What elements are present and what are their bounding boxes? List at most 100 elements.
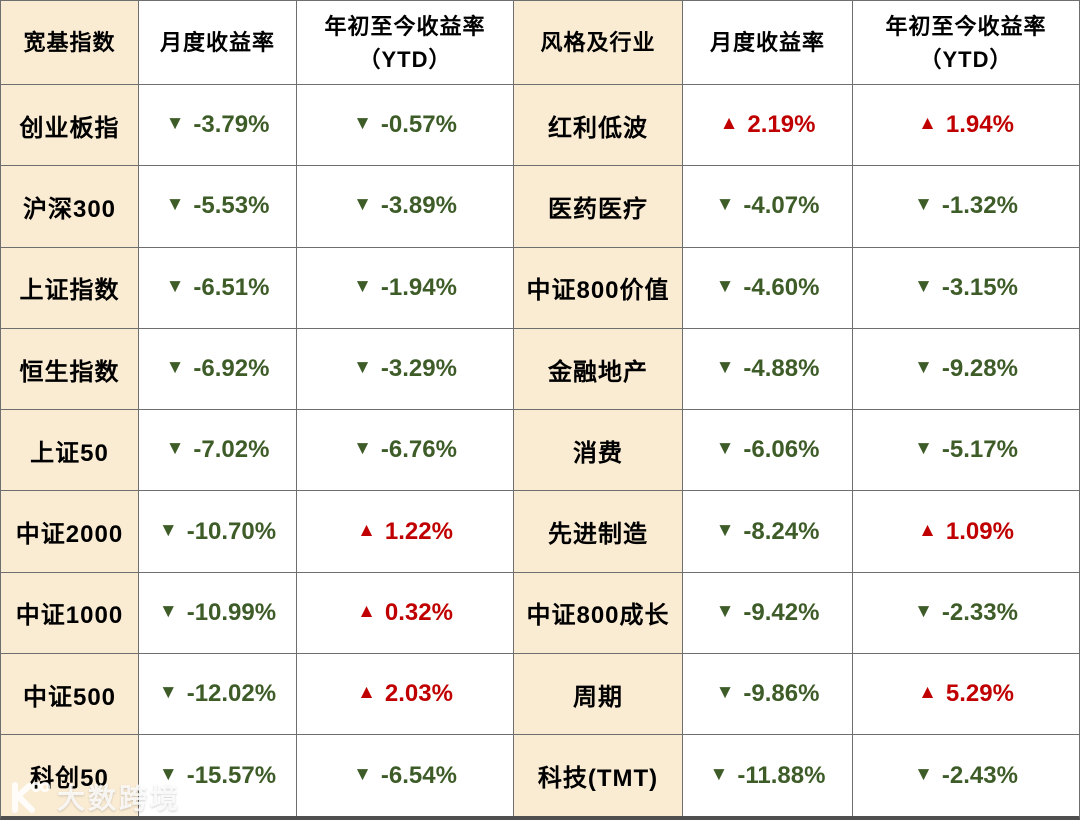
return-value: -9.42% xyxy=(743,598,820,626)
return-cell: ▼ -2.33% xyxy=(853,572,1079,654)
down-arrow-icon: ▼ xyxy=(715,519,735,541)
row-label: 科创50 xyxy=(1,735,138,816)
header-monthly-return-right: 月度收益率 xyxy=(683,1,852,84)
header-ytd-return-right: 年初至今收益率 （YTD） xyxy=(853,1,1079,84)
down-arrow-icon: ▼ xyxy=(715,682,735,704)
header-ytd-line2: （YTD） xyxy=(919,46,1013,72)
return-cell: ▲ 1.22% xyxy=(297,491,513,572)
return-cell: ▲ 2.03% xyxy=(297,654,513,735)
up-arrow-icon: ▲ xyxy=(918,113,937,135)
return-cell: ▼ -9.28% xyxy=(853,328,1079,410)
row-label: 沪深300 xyxy=(1,166,138,247)
down-arrow-icon: ▼ xyxy=(158,600,178,622)
return-cell: ▼ -1.32% xyxy=(853,166,1079,247)
return-value: -2.33% xyxy=(941,598,1018,626)
down-arrow-icon: ▼ xyxy=(715,275,735,297)
return-value: -5.17% xyxy=(941,436,1018,464)
return-cell: ▼ -3.29% xyxy=(297,328,513,410)
return-cell: ▼ -5.53% xyxy=(139,166,296,247)
return-cell: ▲ 1.09% xyxy=(853,491,1079,572)
row-label: 红利低波 xyxy=(514,85,682,166)
return-cell: ▲ 5.29% xyxy=(853,654,1079,735)
down-arrow-icon: ▼ xyxy=(914,194,933,216)
return-cell: ▼ -5.17% xyxy=(853,410,1079,491)
down-arrow-icon: ▼ xyxy=(165,275,185,297)
header-ytd-line1: 年初至今收益率 xyxy=(885,13,1047,39)
return-value: -3.79% xyxy=(193,111,270,139)
return-value: -10.99% xyxy=(186,598,277,626)
row-label: 创业板指 xyxy=(1,85,138,166)
return-cell: ▼ -3.15% xyxy=(853,247,1079,328)
header-style-industry-category: 风格及行业 xyxy=(514,1,682,84)
return-value: -0.57% xyxy=(380,111,457,139)
return-value: -4.60% xyxy=(743,273,820,301)
return-cell: ▼ -12.02% xyxy=(139,654,296,735)
return-cell: ▼ -15.57% xyxy=(139,735,296,816)
return-value: -6.54% xyxy=(380,761,457,789)
down-arrow-icon: ▼ xyxy=(353,113,372,135)
return-value: -1.32% xyxy=(941,192,1018,220)
down-arrow-icon: ▼ xyxy=(709,763,729,785)
return-value: -15.57% xyxy=(186,761,277,789)
down-arrow-icon: ▼ xyxy=(715,194,735,216)
return-value: 2.03% xyxy=(384,680,453,708)
return-value: -9.28% xyxy=(941,355,1018,383)
return-cell: ▼ -3.89% xyxy=(297,166,513,247)
return-value: 5.29% xyxy=(945,680,1014,708)
return-value: 0.32% xyxy=(384,598,453,626)
return-value: 1.22% xyxy=(384,517,453,545)
return-cell: ▼ -6.54% xyxy=(297,735,513,816)
return-value: -10.70% xyxy=(186,517,277,545)
down-arrow-icon: ▼ xyxy=(914,438,933,460)
return-cell: ▼ -6.06% xyxy=(683,410,852,491)
down-arrow-icon: ▼ xyxy=(914,600,933,622)
row-label: 中证500 xyxy=(1,654,138,735)
return-value: -8.24% xyxy=(743,517,820,545)
return-value: -5.53% xyxy=(193,192,270,220)
return-cell: ▼ -0.57% xyxy=(297,85,513,166)
up-arrow-icon: ▲ xyxy=(918,682,937,704)
up-arrow-icon: ▲ xyxy=(918,519,937,541)
row-label: 上证指数 xyxy=(1,247,138,328)
header-broad-index-category: 宽基指数 xyxy=(1,1,138,84)
return-cell: ▼ -8.24% xyxy=(683,491,852,572)
return-cell: ▼ -6.51% xyxy=(139,247,296,328)
return-cell: ▼ -9.42% xyxy=(683,572,852,654)
return-value: -9.86% xyxy=(743,680,820,708)
down-arrow-icon: ▼ xyxy=(158,682,178,704)
row-label: 金融地产 xyxy=(514,328,682,410)
return-value: 1.09% xyxy=(945,517,1014,545)
down-arrow-icon: ▼ xyxy=(165,113,185,135)
return-value: 2.19% xyxy=(747,111,816,139)
up-arrow-icon: ▲ xyxy=(719,113,739,135)
return-cell: ▼ -1.94% xyxy=(297,247,513,328)
row-label: 周期 xyxy=(514,654,682,735)
row-label: 恒生指数 xyxy=(1,328,138,410)
up-arrow-icon: ▲ xyxy=(357,600,376,622)
down-arrow-icon: ▼ xyxy=(353,275,372,297)
up-arrow-icon: ▲ xyxy=(357,682,376,704)
return-cell: ▼ -2.43% xyxy=(853,735,1079,816)
return-value: -3.89% xyxy=(380,192,457,220)
row-label: 消费 xyxy=(514,410,682,491)
return-value: -7.02% xyxy=(193,436,270,464)
header-ytd-return-left: 年初至今收益率 （YTD） xyxy=(297,1,513,84)
up-arrow-icon: ▲ xyxy=(357,519,376,541)
return-cell: ▼ -9.86% xyxy=(683,654,852,735)
return-value: -12.02% xyxy=(186,680,277,708)
return-value: -11.88% xyxy=(737,761,826,789)
return-value: -3.29% xyxy=(380,355,457,383)
return-cell: ▼ -11.88% xyxy=(683,735,852,816)
down-arrow-icon: ▼ xyxy=(353,763,372,785)
down-arrow-icon: ▼ xyxy=(165,357,185,379)
down-arrow-icon: ▼ xyxy=(914,275,933,297)
return-value: -6.92% xyxy=(193,355,270,383)
row-label: 中证1000 xyxy=(1,572,138,654)
down-arrow-icon: ▼ xyxy=(715,600,735,622)
return-value: -4.07% xyxy=(743,192,820,220)
return-cell: ▼ -7.02% xyxy=(139,410,296,491)
down-arrow-icon: ▼ xyxy=(715,357,735,379)
down-arrow-icon: ▼ xyxy=(158,519,178,541)
return-cell: ▼ -6.76% xyxy=(297,410,513,491)
